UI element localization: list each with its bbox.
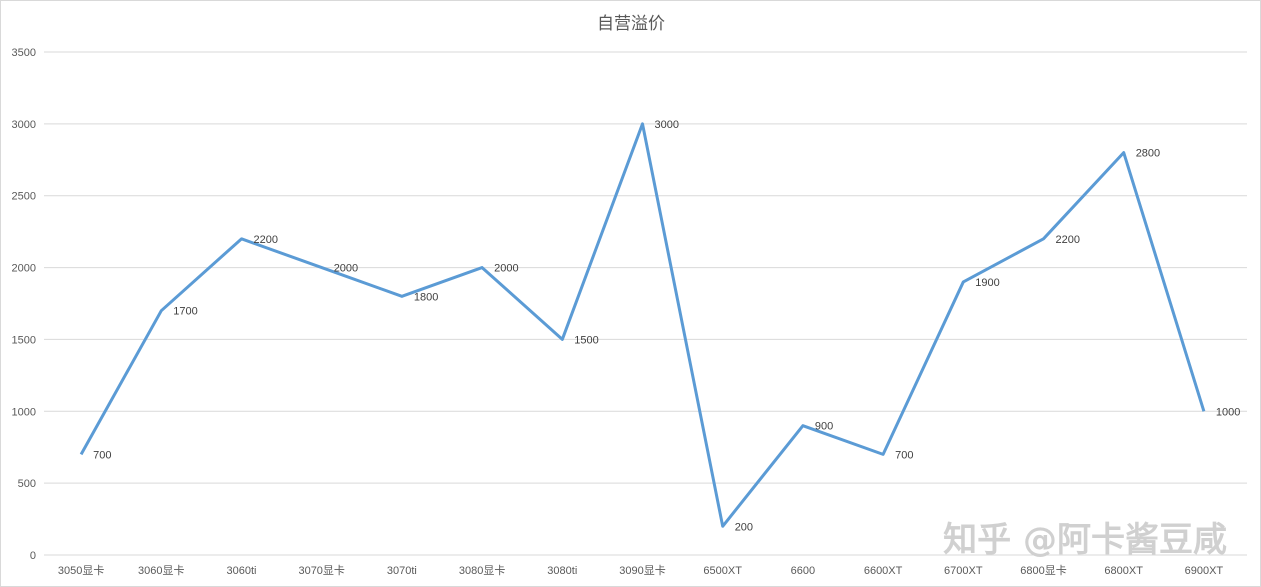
data-label: 1000 xyxy=(1216,406,1240,418)
data-label: 1500 xyxy=(574,334,598,346)
x-tick-label: 3050显卡 xyxy=(58,564,104,577)
x-tick-label: 6600 xyxy=(791,565,815,577)
data-label: 2800 xyxy=(1136,148,1160,160)
data-label: 900 xyxy=(815,421,833,433)
x-tick-label: 6800显卡 xyxy=(1020,564,1066,577)
data-label: 2200 xyxy=(254,234,278,246)
x-tick-label: 3060ti xyxy=(227,565,257,577)
y-tick-label: 3000 xyxy=(12,119,36,131)
x-tick-label: 3060显卡 xyxy=(138,564,184,577)
y-tick-label: 1500 xyxy=(12,334,36,346)
data-label: 1800 xyxy=(414,291,438,303)
series-line xyxy=(79,122,1206,528)
x-tick-label: 6700XT xyxy=(944,565,983,577)
watermark: 知乎 @阿卡酱豆咸 xyxy=(943,520,1227,560)
x-tick-label: 6800XT xyxy=(1104,565,1143,577)
data-label: 1700 xyxy=(173,306,197,318)
y-tick-label: 500 xyxy=(18,478,36,490)
data-label: 700 xyxy=(93,449,111,461)
x-tick-label: 6900XT xyxy=(1185,565,1224,577)
data-label: 200 xyxy=(735,521,753,533)
x-tick-label: 3090显卡 xyxy=(619,564,665,577)
data-label: 1900 xyxy=(975,277,999,289)
data-label: 700 xyxy=(895,449,913,461)
x-tick-label: 3070显卡 xyxy=(298,564,344,577)
x-tick-label: 6600XT xyxy=(864,565,903,577)
x-tick-label: 3080ti xyxy=(547,565,577,577)
data-label: 2200 xyxy=(1056,234,1080,246)
data-label: 2000 xyxy=(494,263,518,275)
data-label: 3000 xyxy=(655,119,679,131)
y-tick-label: 1000 xyxy=(12,406,36,418)
data-label: 2000 xyxy=(334,263,358,275)
y-tick-label: 2000 xyxy=(12,263,36,275)
x-tick-label: 3070ti xyxy=(387,565,417,577)
x-tick-label: 6500XT xyxy=(703,565,742,577)
x-tick-label: 3080显卡 xyxy=(459,564,505,577)
y-tick-label: 2500 xyxy=(12,191,36,203)
y-tick-label: 3500 xyxy=(12,47,36,59)
y-tick-label: 0 xyxy=(30,550,36,562)
chart-title: 自营溢价 xyxy=(597,14,665,34)
